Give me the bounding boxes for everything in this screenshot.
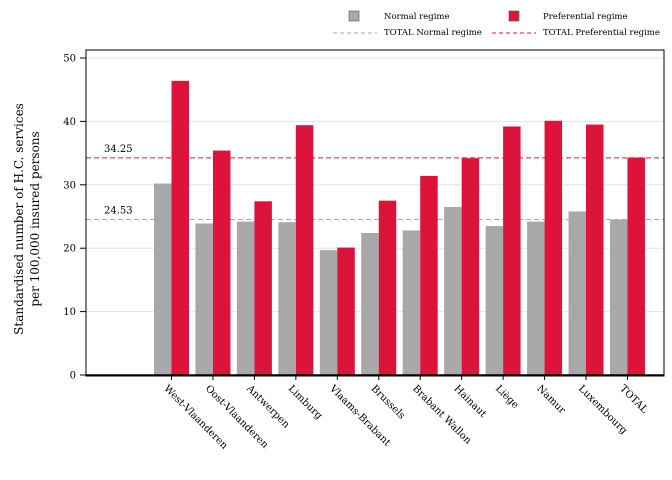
y-tick-label: 30 bbox=[63, 180, 76, 191]
bar-preferential bbox=[212, 150, 231, 375]
y-axis-label-line1: Standardised number of H.C. services bbox=[12, 103, 26, 335]
bar-normal bbox=[485, 226, 504, 375]
bar-preferential bbox=[254, 201, 272, 375]
bar-preferential bbox=[544, 120, 563, 376]
reference-line-label: 24.53 bbox=[104, 205, 133, 216]
y-axis: 0 10 20 30 40 50 bbox=[63, 54, 664, 382]
y-tick-label: 0 bbox=[70, 371, 76, 382]
bar-normal bbox=[527, 221, 545, 375]
bar-preferential bbox=[503, 126, 521, 375]
bar-normal bbox=[319, 250, 338, 375]
bar-preferential bbox=[420, 175, 438, 375]
bar-preferential bbox=[378, 200, 397, 375]
plot-frame bbox=[85, 49, 665, 377]
x-tick-label: TOTAL bbox=[617, 383, 650, 416]
bars bbox=[154, 80, 645, 376]
reference-line-label: 34.25 bbox=[104, 144, 133, 155]
legend-label-normal-total: TOTAL Normal regime bbox=[384, 28, 482, 38]
y-axis-label: Standardised number of H.C. services per… bbox=[12, 103, 42, 335]
bar-normal bbox=[361, 232, 379, 375]
bar-normal bbox=[278, 222, 296, 375]
legend-label-normal: Normal regime bbox=[384, 12, 450, 22]
bar-normal bbox=[402, 230, 421, 375]
x-axis: West-VlaanderenOost-VlaanderenAntwerpenL… bbox=[161, 375, 650, 452]
x-tick-label: Hainaut bbox=[452, 383, 489, 420]
y-tick-label: 20 bbox=[63, 244, 76, 255]
bar-normal bbox=[568, 211, 586, 375]
bar-preferential bbox=[461, 158, 480, 375]
bar-normal bbox=[609, 219, 628, 375]
x-tick-label: Namur bbox=[534, 383, 567, 416]
x-tick-label: Limburg bbox=[286, 383, 325, 422]
y-tick-label: 50 bbox=[63, 54, 76, 65]
legend-swatch-normal bbox=[348, 10, 360, 22]
bar-preferential bbox=[627, 157, 645, 375]
legend-label-preferential: Preferential regime bbox=[543, 12, 628, 22]
x-tick-label: Liège bbox=[493, 383, 521, 411]
bar-preferential bbox=[171, 80, 189, 375]
bar-preferential bbox=[295, 125, 314, 375]
bar-normal bbox=[444, 206, 462, 375]
bar-normal bbox=[236, 221, 255, 375]
y-axis-label-line2: per 100,000 insured persons bbox=[28, 131, 42, 306]
legend-label-preferential-total: TOTAL Preferential regime bbox=[543, 28, 660, 38]
legend-swatch-preferential bbox=[508, 10, 520, 22]
legend: Normal regime Preferential regime TOTAL … bbox=[333, 10, 660, 38]
y-tick-label: 10 bbox=[63, 307, 76, 318]
y-tick-label: 40 bbox=[63, 117, 76, 128]
bar-normal bbox=[154, 183, 172, 375]
bar-preferential bbox=[586, 124, 604, 375]
bar-normal bbox=[195, 223, 213, 375]
bar-preferential bbox=[337, 247, 355, 375]
x-tick-label: Brussels bbox=[369, 383, 407, 421]
